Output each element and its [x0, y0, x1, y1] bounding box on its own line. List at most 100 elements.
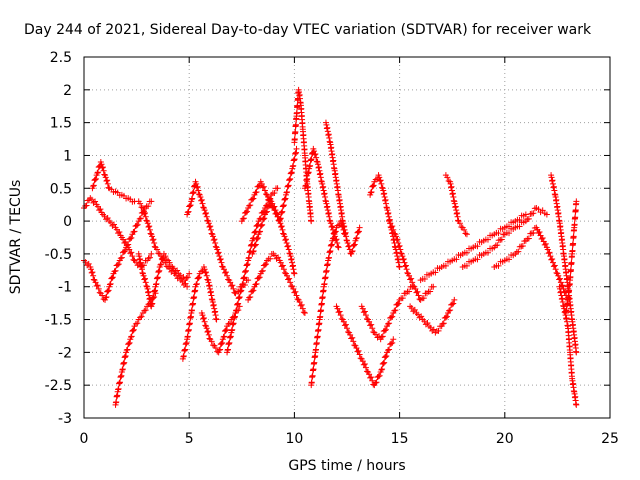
data-point	[217, 346, 224, 353]
data-point	[105, 287, 112, 294]
data-point	[247, 293, 254, 300]
data-point	[551, 262, 558, 269]
data-point	[328, 223, 335, 230]
data-point	[307, 162, 314, 169]
data-point	[327, 248, 334, 255]
data-point	[230, 320, 237, 327]
data-point	[130, 326, 137, 333]
data-point	[447, 307, 454, 314]
data-point	[424, 319, 431, 326]
data-point	[395, 239, 402, 246]
data-point	[290, 162, 297, 169]
data-point	[233, 307, 240, 314]
data-point	[272, 207, 279, 214]
data-point	[210, 342, 217, 349]
data-point	[155, 250, 162, 257]
data-point	[461, 226, 468, 233]
data-point	[182, 346, 189, 353]
data-point	[106, 281, 113, 288]
data-point	[217, 341, 224, 348]
data-point	[151, 239, 158, 246]
data-point	[292, 128, 299, 135]
data-point	[262, 209, 269, 216]
data-point	[348, 248, 355, 255]
data-point	[315, 326, 322, 333]
data-point	[285, 246, 292, 253]
data-point	[88, 196, 95, 203]
data-point	[350, 242, 357, 249]
data-point	[204, 217, 211, 224]
data-point	[187, 202, 194, 209]
data-point	[572, 207, 579, 214]
data-point	[154, 274, 161, 281]
data-point	[92, 176, 99, 183]
data-point	[539, 234, 546, 241]
series-track-s	[358, 283, 416, 343]
data-point	[186, 270, 193, 277]
data-point	[351, 241, 358, 248]
data-point	[134, 221, 141, 228]
data-point	[427, 288, 434, 295]
data-point	[224, 272, 231, 279]
data-point	[382, 353, 389, 360]
data-point	[94, 282, 101, 289]
data-point	[183, 274, 190, 281]
data-point	[208, 338, 215, 345]
data-point	[85, 260, 92, 267]
data-point	[90, 183, 97, 190]
data-point	[566, 287, 573, 294]
data-point	[416, 296, 423, 303]
data-point	[184, 333, 191, 340]
data-point	[542, 240, 549, 247]
y-tick-label: -1	[58, 280, 72, 296]
series-track-c	[89, 159, 138, 205]
data-point	[393, 233, 400, 240]
data-point	[394, 236, 401, 243]
data-point	[282, 237, 289, 244]
data-point	[288, 169, 295, 176]
data-point	[142, 275, 149, 282]
data-point	[376, 178, 383, 185]
data-point	[207, 226, 214, 233]
data-point	[389, 313, 396, 320]
data-point	[213, 316, 220, 323]
data-point	[125, 341, 132, 348]
data-point	[113, 398, 120, 405]
data-point	[91, 177, 98, 184]
data-point	[185, 326, 192, 333]
data-point	[292, 121, 299, 128]
data-point	[388, 314, 395, 321]
data-point	[158, 253, 165, 260]
series-track-z	[491, 224, 571, 303]
data-point	[210, 237, 217, 244]
data-point	[101, 213, 108, 220]
series-track-n	[291, 86, 315, 225]
data-point	[568, 259, 575, 266]
data-point	[355, 347, 362, 354]
data-point	[379, 184, 386, 191]
data-point	[530, 210, 537, 217]
data-point	[229, 326, 236, 333]
data-point	[169, 267, 176, 274]
data-point	[400, 255, 407, 262]
data-point	[367, 189, 374, 196]
series-track-j	[224, 185, 281, 356]
data-point	[286, 250, 293, 257]
data-point	[409, 279, 416, 286]
data-point	[149, 237, 156, 244]
y-tick-label: -3	[58, 411, 72, 427]
y-tick-label: 0	[63, 214, 72, 230]
data-point	[245, 277, 252, 284]
data-point	[286, 177, 293, 184]
data-point	[293, 145, 300, 152]
data-point	[145, 203, 152, 210]
data-point	[166, 265, 173, 272]
data-point	[210, 233, 217, 240]
data-point	[124, 346, 131, 353]
data-point	[385, 347, 392, 354]
data-point	[117, 379, 124, 386]
data-point	[261, 215, 268, 222]
data-point	[116, 229, 123, 236]
data-point	[221, 333, 228, 340]
data-point	[179, 278, 186, 285]
